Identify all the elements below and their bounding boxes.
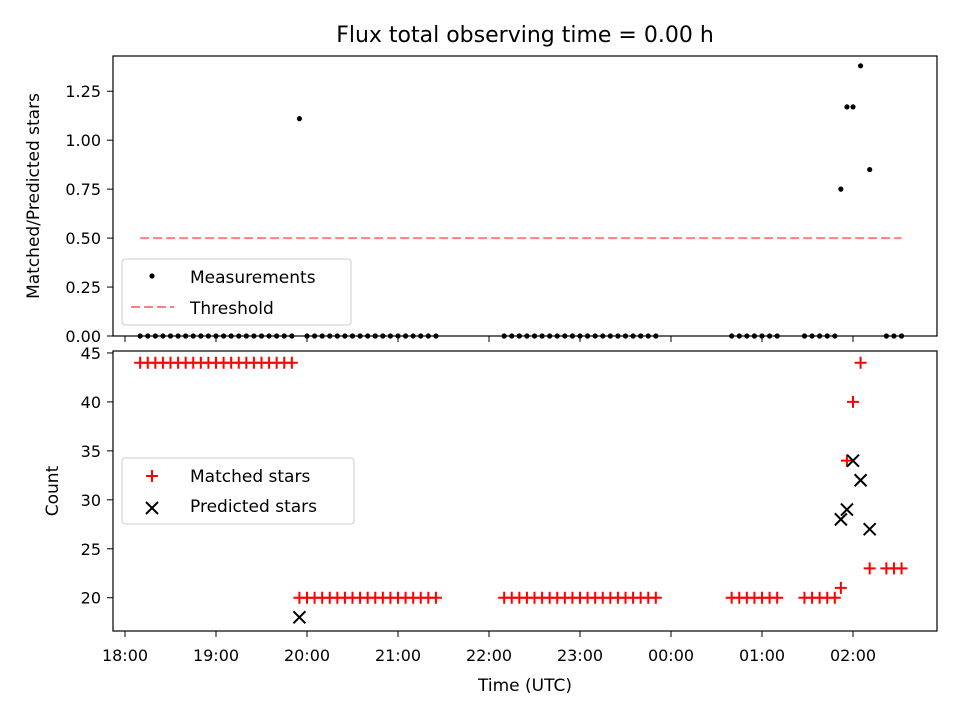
bottom-y-axis-label: Count [43,465,63,516]
bottom-legend: Matched stars Predicted stars [121,457,355,525]
matched-star-point [834,581,847,594]
legend-predicted-marker [145,501,159,515]
chart-title: Flux total observing time = 0.00 h [336,23,714,48]
bottom-y-tick-label: 40 [81,393,101,412]
bottom-legend-box [121,457,355,525]
x-tick-label: 18:00 [102,646,148,665]
matched-star-point [895,562,908,575]
matched-star-point [828,591,841,604]
measurement-point [838,186,844,192]
matched-star-point [847,395,859,408]
bottom-plot-marks [134,356,908,625]
bottom-y-tick-label: 35 [81,442,101,461]
top-panel: 0.00 0.25 0.50 0.75 1.00 1.25 Matched/Predict… [24,55,938,346]
predicted-star-point [840,502,854,517]
top-y-tick-label: 0.50 [65,229,101,248]
top-legend-box [121,258,352,326]
measurement-point [867,166,873,173]
top-y-tick-label: 0.00 [65,327,101,346]
x-tick-label: 01:00 [739,646,785,665]
matched-star-point [854,356,867,369]
matched-star-point [649,591,662,604]
x-tick-label: 00:00 [648,646,694,665]
bottom-y-tick-label: 30 [81,491,101,510]
top-y-axis-label: Matched/Predicted stars [24,93,44,299]
matched-star-point [285,356,298,369]
top-y-tick-label: 1.25 [65,82,101,101]
bottom-y-tick-label: 25 [81,540,101,559]
top-legend: Measurements Threshold [121,258,352,326]
predicted-star-point [853,473,868,487]
predicted-star-point [292,610,307,625]
measurement-point [850,104,856,110]
measurement-point [844,104,850,110]
top-y-tick-label: 0.25 [65,278,101,297]
x-tick-label: 19:00 [193,646,239,665]
bottom-y-ticks: 20 25 30 35 40 45 [81,344,113,608]
bottom-axes-frame [112,350,938,632]
legend-threshold-label: Threshold [189,299,274,319]
x-tick-label: 22:00 [466,646,512,665]
predicted-star-point [846,453,860,468]
predicted-star-point [834,512,848,527]
top-axes-frame [112,55,938,337]
measurement-point [857,63,864,69]
x-tick-label: 21:00 [375,646,421,665]
legend-measurements-marker [149,273,155,279]
bottom-x-ticks: 18:00 19:00 20:00 21:00 22:00 23:00 00:00 01:00… [102,631,876,665]
legend-predicted-label: Predicted stars [190,497,317,517]
x-axis-label: Time (UTC) [477,676,572,696]
legend-measurements-label: Measurements [190,268,316,288]
bottom-panel: 20 25 30 35 40 45 18:00 19:00 20:00 21:00 22:00 23… [43,344,938,696]
legend-matched-label: Matched stars [190,467,310,487]
matched-star-point [840,454,853,467]
x-tick-label: 02:00 [830,646,876,665]
predicted-star-point [862,522,877,536]
top-y-ticks: 0.00 0.25 0.50 0.75 1.00 1.25 [65,82,113,346]
x-tick-label: 23:00 [557,646,603,665]
legend-matched-marker [146,470,158,482]
matched-star-point [863,562,876,575]
top-y-tick-label: 0.75 [65,180,101,199]
matched-star-point [771,591,784,604]
x-tick-label: 20:00 [284,646,330,665]
top-y-tick-label: 1.00 [65,131,101,150]
matched-star-point [429,591,442,604]
measurement-point [296,116,303,122]
bottom-y-tick-label: 20 [81,589,101,608]
top-x-ticks [124,336,854,342]
bottom-y-tick-label: 45 [81,344,101,363]
